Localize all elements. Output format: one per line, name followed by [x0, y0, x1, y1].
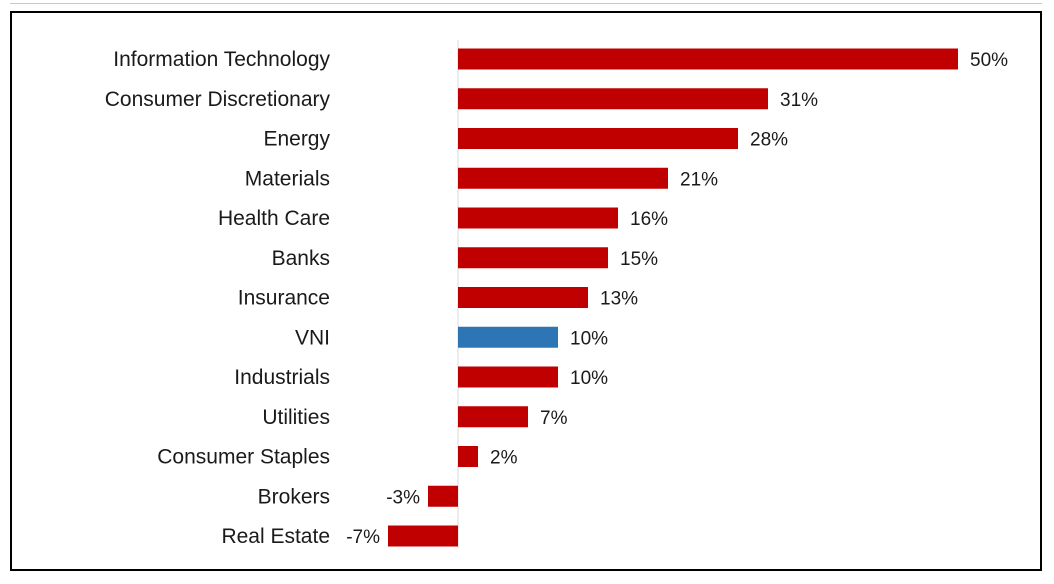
value-label-real-estate: -7% — [346, 527, 380, 548]
value-label-brokers: -3% — [386, 487, 420, 508]
category-label-materials: Materials — [245, 167, 330, 190]
value-label-information-technology: 50% — [970, 50, 1008, 71]
bar-brokers — [428, 485, 458, 507]
category-label-energy: Energy — [263, 128, 330, 151]
value-label-materials: 21% — [680, 169, 718, 190]
category-label-banks: Banks — [272, 247, 330, 270]
bar-information-technology — [458, 48, 958, 70]
bar-health-care — [458, 207, 618, 229]
bar-vni — [458, 326, 558, 348]
category-label-consumer-discretionary: Consumer Discretionary — [105, 88, 331, 111]
bar-insurance — [458, 287, 588, 308]
value-label-consumer-discretionary: 31% — [780, 90, 818, 111]
bar-energy — [458, 128, 738, 149]
value-labels-group: 50%31%28%21%16%15%13%10%10%7%2%-3%-7% — [346, 50, 1008, 548]
value-label-energy: 28% — [750, 130, 788, 151]
bar-materials — [458, 167, 668, 189]
bar-utilities — [458, 406, 528, 428]
category-label-vni: VNI — [295, 326, 330, 349]
category-label-utilities: Utilities — [262, 406, 330, 429]
category-label-consumer-staples: Consumer Staples — [157, 446, 330, 469]
bar-consumer-discretionary — [458, 88, 768, 110]
value-label-vni: 10% — [570, 328, 608, 349]
value-label-insurance: 13% — [600, 289, 638, 310]
value-label-industrials: 10% — [570, 368, 608, 389]
category-label-information-technology: Information Technology — [113, 48, 330, 71]
category-label-brokers: Brokers — [258, 485, 330, 508]
category-label-industrials: Industrials — [234, 366, 330, 389]
value-label-consumer-staples: 2% — [490, 448, 518, 469]
category-label-health-care: Health Care — [218, 207, 330, 230]
category-label-real-estate: Real Estate — [221, 525, 330, 548]
top-rule — [10, 3, 1042, 4]
bar-consumer-staples — [458, 446, 478, 467]
bar-real-estate — [388, 525, 458, 547]
value-label-utilities: 7% — [540, 408, 568, 429]
bar-banks — [458, 247, 608, 269]
category-labels-group: Information Technology Consumer Discretio… — [105, 48, 331, 548]
value-label-health-care: 16% — [630, 209, 668, 230]
value-label-banks: 15% — [620, 249, 658, 270]
bar-industrials — [458, 366, 558, 388]
category-label-insurance: Insurance — [238, 287, 330, 310]
bars-group — [388, 48, 958, 547]
